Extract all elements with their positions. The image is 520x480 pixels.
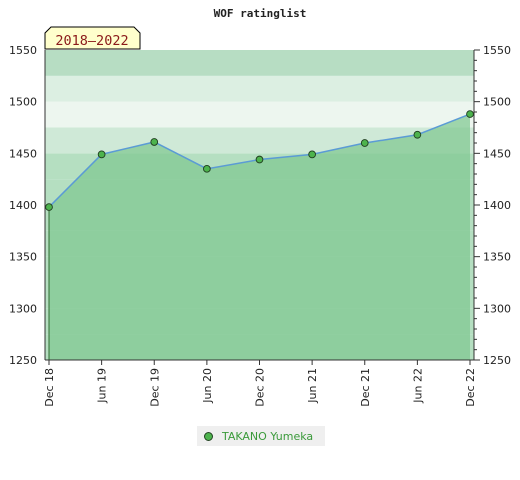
data-point	[97, 150, 106, 159]
x-tick-label: Jun 20	[201, 368, 214, 404]
y-tick-label-left: 1450	[9, 147, 37, 160]
x-tick-label: Dec 18	[43, 368, 56, 407]
y-tick-label-left: 1400	[9, 199, 37, 212]
x-tick-label: Dec 22	[464, 368, 477, 407]
x-tick-label: Jun 22	[411, 368, 424, 404]
background-band	[45, 101, 474, 128]
data-point	[308, 150, 316, 159]
legend-marker-icon	[204, 431, 213, 441]
y-tick-label-right: 1550	[483, 44, 511, 57]
period-badge-label: 2018–2022	[55, 33, 128, 49]
period-badge: 2018–2022	[44, 26, 141, 50]
y-tick-label-left: 1500	[9, 96, 37, 109]
y-axis-left: 1250 1300 1350 1400 1450 1500 1550	[9, 44, 46, 367]
x-tick-label: Dec 20	[254, 368, 267, 407]
chart-title: WOF ratinglist	[214, 7, 307, 20]
y-tick-label-right: 1250	[483, 354, 511, 367]
background-band	[45, 75, 474, 102]
y-tick-label-left: 1550	[9, 44, 37, 57]
x-tick-label: Jun 21	[306, 368, 319, 404]
series-area-fill	[49, 114, 470, 360]
data-point	[413, 130, 422, 139]
y-tick-label-right: 1300	[483, 302, 511, 315]
data-point	[45, 203, 53, 211]
y-tick-label-right: 1450	[483, 147, 511, 160]
y-tick-label-left: 1300	[9, 302, 37, 315]
data-point	[466, 110, 474, 118]
background-band	[45, 50, 474, 76]
y-tick-label-right: 1350	[483, 251, 511, 264]
data-point	[203, 164, 211, 173]
y-tick-label-left: 1250	[9, 354, 37, 367]
y-tick-label-right: 1400	[483, 199, 511, 212]
x-tick-label: Dec 21	[359, 368, 372, 407]
x-axis: Dec 18 Jun 19 Dec 19 Jun 20 Dec 20 Jun 21 Dec …	[43, 359, 477, 407]
y-tick-label-right: 1500	[483, 96, 511, 109]
data-point	[255, 155, 264, 164]
y-tick-label-left: 1350	[9, 251, 37, 264]
legend-series-label: TAKANO Yumeka	[222, 429, 314, 443]
legend: TAKANO Yumeka	[197, 426, 325, 446]
data-point	[150, 138, 159, 146]
series-markers	[45, 110, 474, 211]
x-tick-label: Jun 19	[96, 368, 109, 404]
y-axis-right: 1250 1300 1350 1400 1450 1500 1550	[473, 44, 511, 367]
data-point	[360, 139, 369, 147]
x-tick-label: Dec 19	[148, 368, 161, 407]
